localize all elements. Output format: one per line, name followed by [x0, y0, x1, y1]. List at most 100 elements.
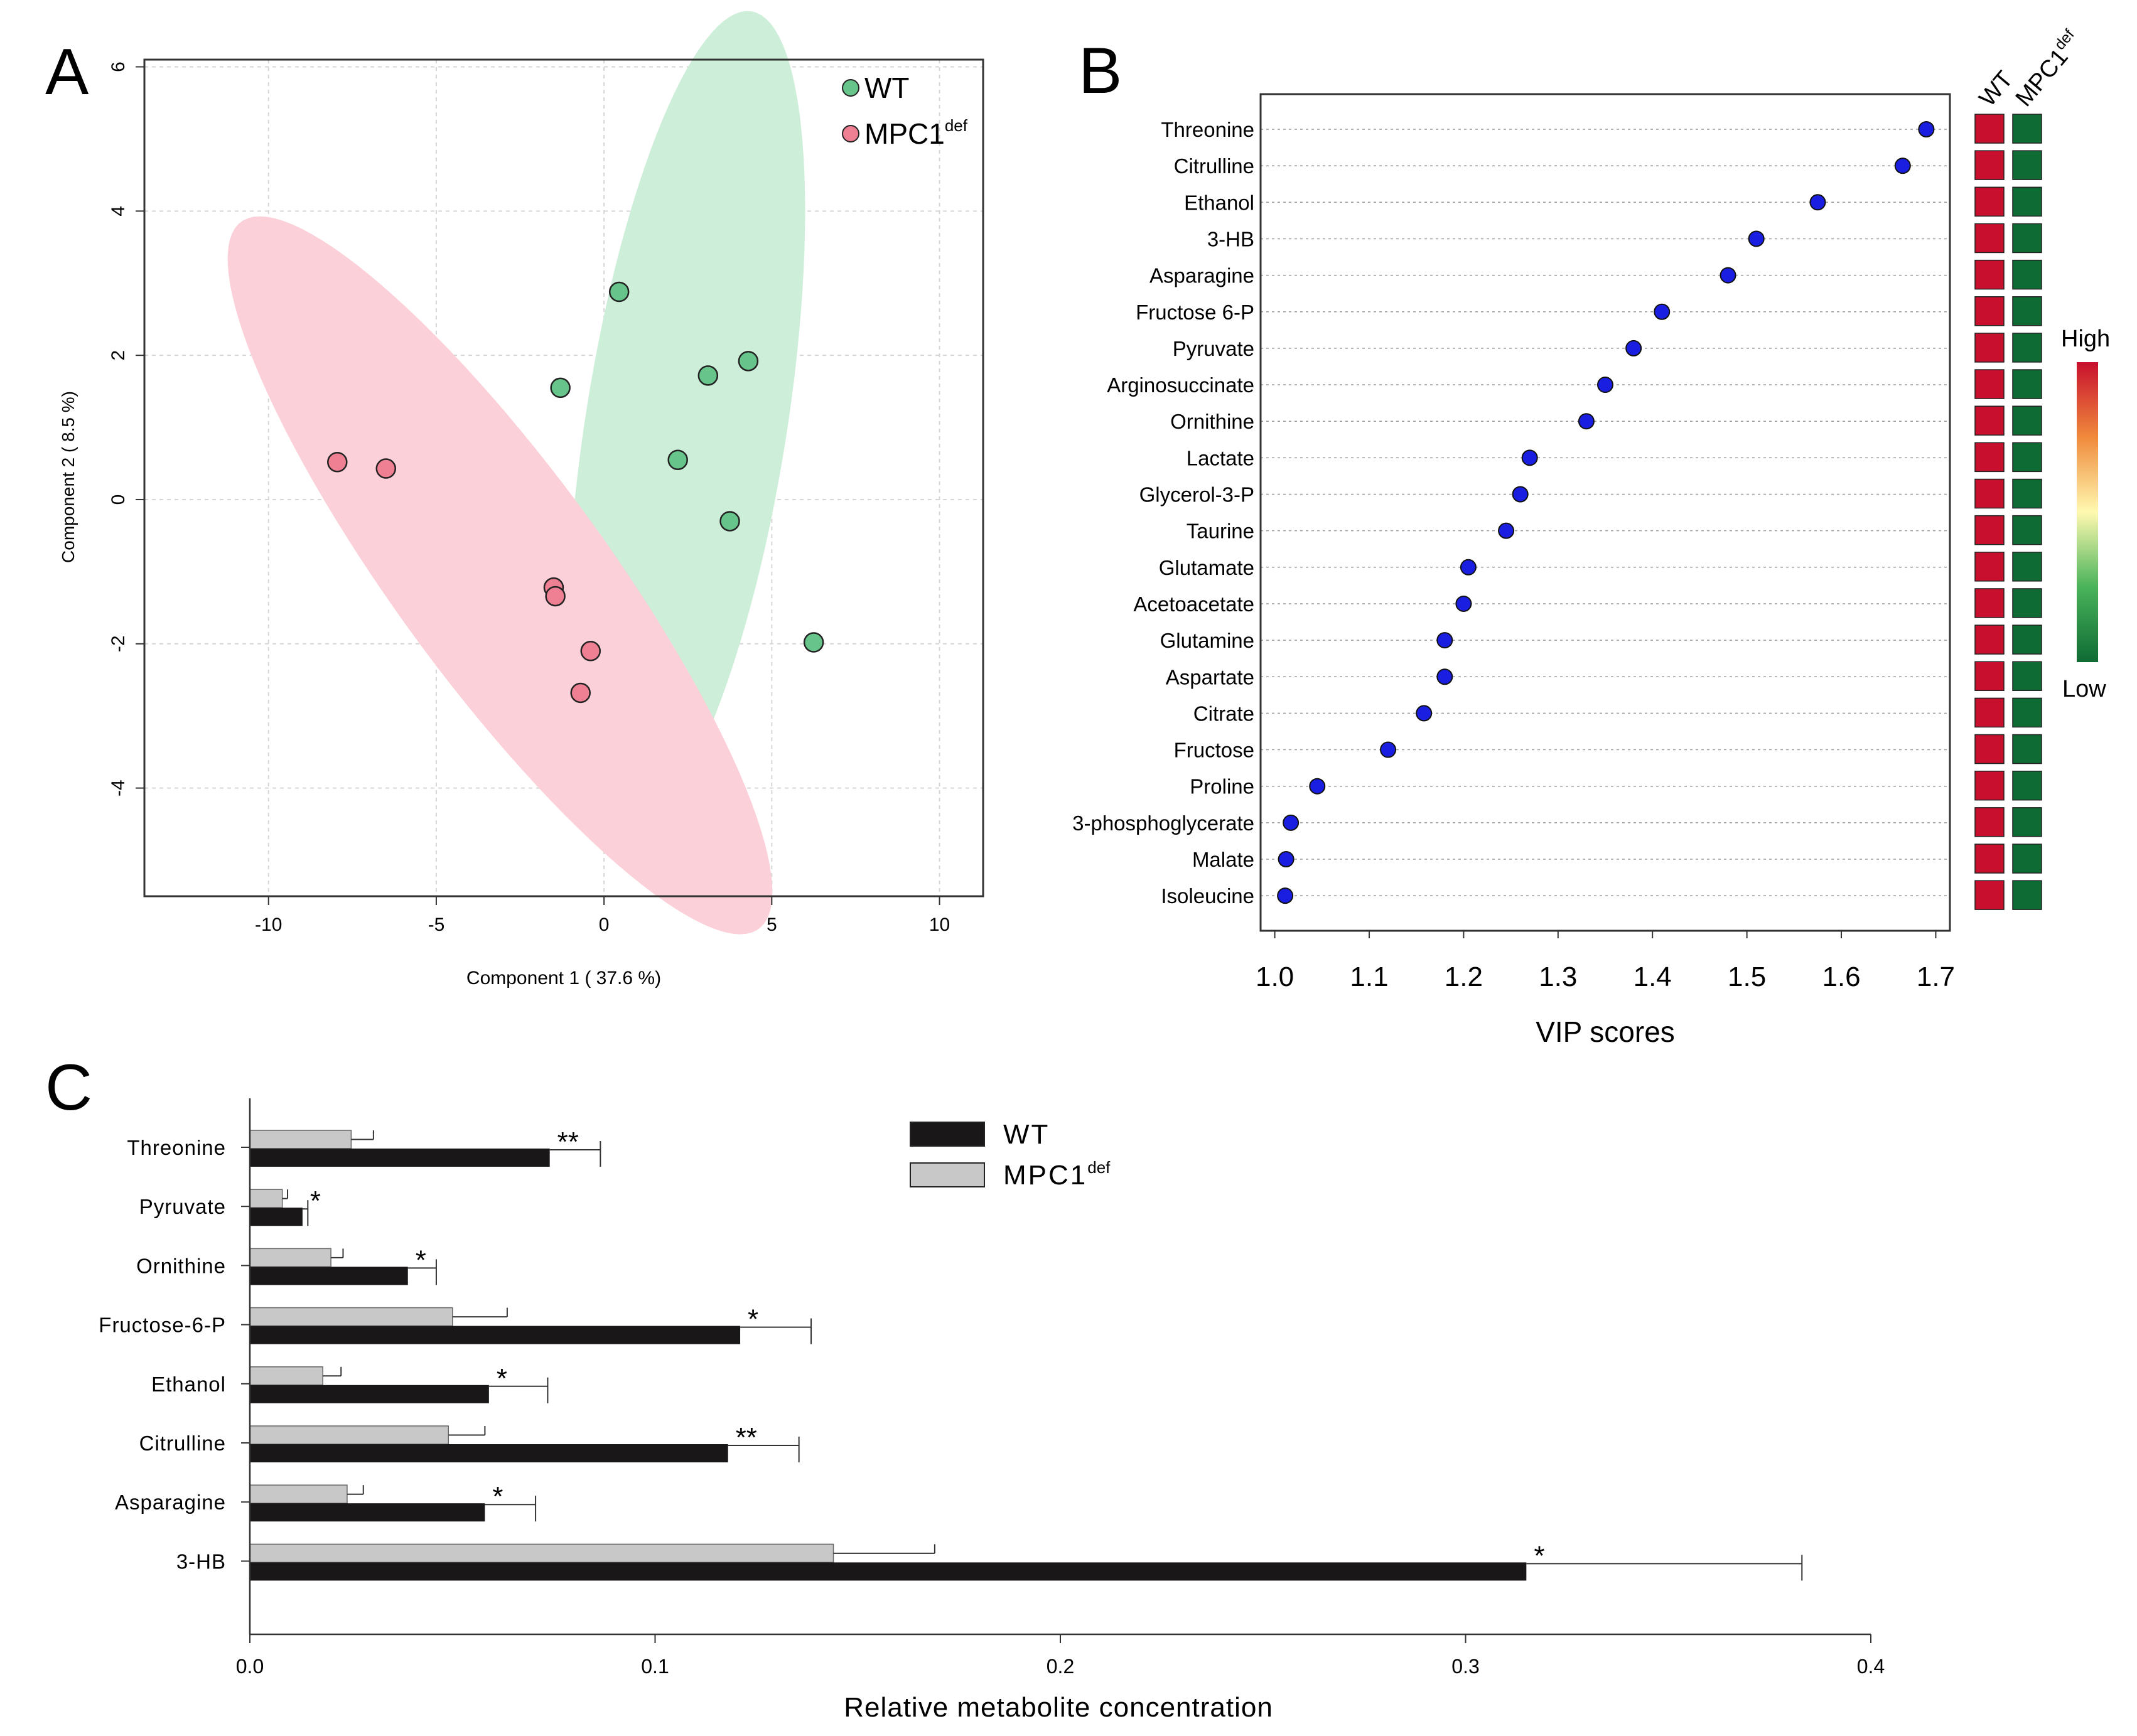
data-point-wt: [697, 365, 719, 386]
panel-b-plot-frame: [1259, 93, 1951, 932]
panel-a-y-tick-label: -4: [108, 780, 129, 796]
heatmap-cell-mpc1def: [2012, 588, 2042, 618]
color-scale-low-label: Low: [2062, 676, 2106, 702]
data-point-mpc1def: [545, 586, 566, 607]
vip-point-glutamine: [1436, 632, 1453, 649]
heatmap-cell-mpc1def: [2012, 369, 2042, 399]
heatmap-cell-mpc1def: [2012, 150, 2042, 180]
legend-label-wt: WT: [1003, 1119, 1050, 1150]
panel-b-x-tick-label: 1.4: [1634, 962, 1672, 992]
legend-swatch-wt: [910, 1122, 985, 1147]
heatmap-cell-wt: [1974, 405, 2005, 436]
vip-point-isoleucine: [1277, 887, 1294, 904]
vip-label-isoleucine: Isoleucine: [1161, 884, 1254, 908]
category-label-ornithine: Ornithine: [136, 1254, 226, 1277]
heatmap-cell-mpc1def: [2012, 442, 2042, 473]
heatmap-cell-wt: [1974, 515, 2005, 545]
panel-c-x-tick-label: 0.3: [1451, 1655, 1479, 1678]
bar-mpc1def-pyruvate: [249, 1189, 283, 1208]
color-scale-high-label: High: [2061, 326, 2110, 352]
heatmap-cell-mpc1def: [2012, 770, 2042, 801]
panel-a-y-tick-label: 2: [108, 350, 129, 361]
heatmap-cell-wt: [1974, 880, 2005, 910]
category-label-pyruvate: Pyruvate: [139, 1195, 226, 1218]
panel-c-x-tick-label: 0.0: [236, 1655, 264, 1678]
heatmap-cell-mpc1def: [2012, 880, 2042, 910]
vip-label-3-phosphoglycerate: 3-phosphoglycerate: [1072, 812, 1254, 835]
heatmap-cell-mpc1def: [2012, 844, 2042, 874]
heatmap-cell-mpc1def: [2012, 405, 2042, 436]
vip-label-fructose-6-p: Fructose 6-P: [1136, 301, 1254, 324]
bar-wt-ornithine: [250, 1267, 408, 1285]
panel-a-x-tick-label: -10: [255, 914, 282, 935]
bar-mpc1def-ornithine: [249, 1248, 331, 1268]
legend-swatch-mpc1def: [910, 1162, 985, 1187]
panel-c-legend: WT MPC1def: [910, 1119, 1111, 1191]
category-label-asparagine: Asparagine: [115, 1491, 226, 1514]
vip-point-asparagine: [1720, 267, 1736, 284]
vip-point-proline: [1309, 778, 1326, 795]
heatmap-cell-wt: [1974, 624, 2005, 655]
heatmap-cell-wt: [1974, 807, 2005, 837]
panel-a-y-tick-label: 0: [108, 495, 129, 505]
bar-wt-fructose-6-p: [250, 1326, 741, 1344]
vip-label-citrate: Citrate: [1193, 702, 1254, 725]
heatmap-cell-mpc1def: [2012, 661, 2042, 691]
vip-point-fructose: [1380, 741, 1397, 758]
panel-b-x-tick-label: 1.6: [1822, 962, 1860, 992]
bar-mpc1def-3-hb: [249, 1543, 834, 1563]
category-label-3-hb: 3-HB: [176, 1550, 226, 1573]
legend-label-wt: WT: [864, 72, 910, 104]
panel-b-x-tick-label: 1.0: [1256, 962, 1294, 992]
bar-wt-asparagine: [250, 1503, 485, 1522]
panel-a-x-axis-label: Component 1 ( 37.6 %): [466, 968, 661, 989]
heatmap-cell-wt: [1974, 844, 2005, 874]
vip-point-threonine: [1918, 121, 1935, 137]
vip-point-ethanol: [1809, 194, 1826, 211]
legend-marker-wt: [842, 79, 859, 97]
panel-c-x-tick-label: 0.1: [641, 1655, 669, 1678]
significance-marker-ornithine: *: [416, 1245, 426, 1275]
data-point-mpc1def: [327, 451, 348, 473]
vip-point-citrate: [1416, 705, 1433, 722]
vip-point-ornithine: [1578, 413, 1595, 430]
heatmap-cell-mpc1def: [2012, 296, 2042, 326]
vip-label-pyruvate: Pyruvate: [1173, 337, 1254, 360]
heatmap-cell-wt: [1974, 150, 2005, 180]
color-scale-bar: [2077, 362, 2098, 662]
panel-b-letter: B: [1079, 35, 1122, 107]
vip-point-lactate: [1521, 449, 1538, 466]
panel-b-x-axis-label: VIP scores: [1536, 1015, 1675, 1048]
panel-c-x-axis-label: Relative metabolite concentration: [844, 1692, 1273, 1723]
vip-label-glutamate: Glutamate: [1159, 556, 1254, 579]
vip-point-citrulline: [1894, 158, 1911, 174]
panel-a-y-tick-label: -2: [108, 635, 129, 652]
vip-label-arginosuccinate: Arginosuccinate: [1107, 373, 1254, 397]
heatmap-cell-wt: [1974, 442, 2005, 473]
heatmap-cell-wt: [1974, 114, 2005, 144]
vip-label-asparagine: Asparagine: [1149, 264, 1254, 287]
panel-a-x-tick-label: 5: [767, 914, 777, 935]
data-point-wt: [738, 351, 759, 372]
vip-point-glutamate: [1460, 559, 1477, 576]
heatmap-cell-wt: [1974, 186, 2005, 217]
data-point-wt: [803, 632, 824, 653]
heatmap-cell-wt: [1974, 770, 2005, 801]
bar-wt-threonine: [250, 1149, 550, 1167]
panel-c-x-tick-label: 0.2: [1047, 1655, 1074, 1678]
vip-label-fructose: Fructose: [1174, 739, 1254, 762]
vip-label-acetoacetate: Acetoacetate: [1133, 592, 1254, 616]
vip-point-pyruvate: [1625, 340, 1642, 356]
panel-a-x-tick-label: 0: [599, 914, 610, 935]
panel-a-letter: A: [45, 36, 89, 109]
vip-label-citrulline: Citrulline: [1174, 154, 1254, 178]
category-label-citrulline: Citrulline: [139, 1432, 226, 1455]
vip-point-3-hb: [1748, 230, 1765, 247]
panel-b-x-tick-label: 1.7: [1917, 962, 1955, 992]
panel-a-y-axis-label: Component 2 ( 8.5 %): [58, 391, 78, 563]
bar-wt-3-hb: [250, 1562, 1527, 1581]
panel-b-x-tick-label: 1.1: [1350, 962, 1388, 992]
heatmap-cell-wt: [1974, 259, 2005, 290]
category-label-fructose-6-p: Fructose-6-P: [99, 1314, 226, 1337]
heatmap-cell-mpc1def: [2012, 697, 2042, 728]
